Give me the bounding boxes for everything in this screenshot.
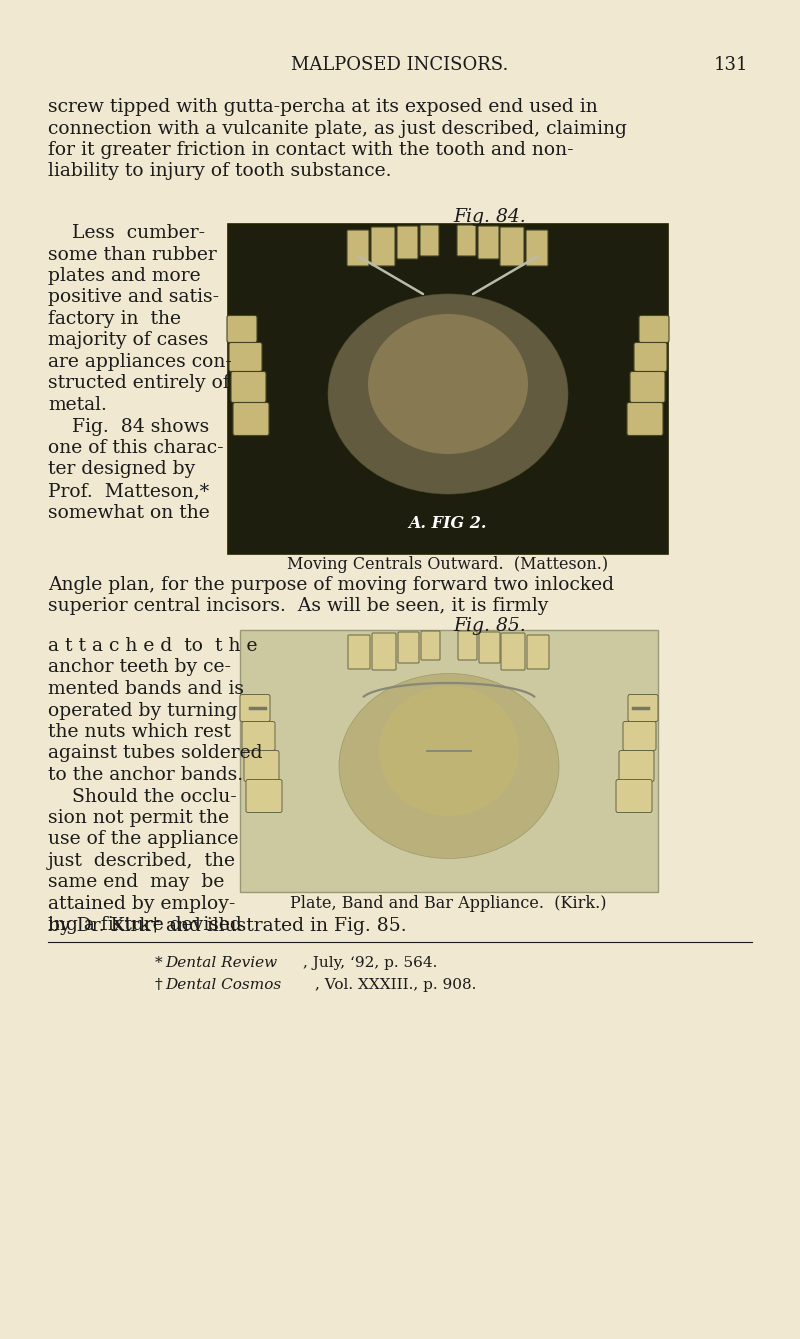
- Text: Should the occlu-: Should the occlu-: [48, 787, 237, 806]
- Text: screw tipped with gutta-percha at its exposed end used in: screw tipped with gutta-percha at its ex…: [48, 98, 598, 116]
- FancyBboxPatch shape: [371, 228, 395, 266]
- Text: the nuts which rest: the nuts which rest: [48, 723, 231, 740]
- FancyBboxPatch shape: [639, 316, 669, 343]
- Text: attained by employ-: attained by employ-: [48, 894, 235, 913]
- Text: Fig.  84 shows: Fig. 84 shows: [48, 418, 210, 435]
- Text: anchor teeth by ce-: anchor teeth by ce-: [48, 659, 231, 676]
- Text: †: †: [155, 977, 162, 992]
- Text: superior central incisors.  As will be seen, it is firmly: superior central incisors. As will be se…: [48, 597, 548, 616]
- Text: use of the appliance: use of the appliance: [48, 830, 238, 849]
- Text: Angle plan, for the purpose of moving forward two inlocked: Angle plan, for the purpose of moving fo…: [48, 576, 614, 595]
- Text: to the anchor bands.: to the anchor bands.: [48, 766, 243, 785]
- Text: Dental Review: Dental Review: [165, 956, 277, 969]
- Text: A. FIG 2.: A. FIG 2.: [409, 516, 487, 532]
- Text: liability to injury of tooth substance.: liability to injury of tooth substance.: [48, 162, 391, 181]
- FancyBboxPatch shape: [457, 225, 476, 256]
- FancyBboxPatch shape: [500, 228, 524, 266]
- FancyBboxPatch shape: [623, 722, 656, 750]
- Text: Fig. 84.: Fig. 84.: [454, 208, 526, 226]
- Text: metal.: metal.: [48, 396, 107, 414]
- Text: against tubes soldered: against tubes soldered: [48, 744, 262, 762]
- FancyBboxPatch shape: [240, 695, 270, 722]
- Text: factory in  the: factory in the: [48, 311, 181, 328]
- Text: , Vol. XXXIII., p. 908.: , Vol. XXXIII., p. 908.: [315, 977, 476, 992]
- Text: mented bands and is: mented bands and is: [48, 680, 244, 698]
- FancyBboxPatch shape: [628, 695, 658, 722]
- Text: are appliances con-: are appliances con-: [48, 353, 232, 371]
- Text: sion not permit the: sion not permit the: [48, 809, 229, 828]
- Text: just  described,  the: just described, the: [48, 852, 236, 870]
- FancyBboxPatch shape: [479, 632, 500, 663]
- FancyBboxPatch shape: [526, 230, 548, 266]
- Text: ter designed by: ter designed by: [48, 461, 195, 478]
- Text: Dental Cosmos: Dental Cosmos: [165, 977, 282, 992]
- Text: connection with a vulcanite plate, as just described, claiming: connection with a vulcanite plate, as ju…: [48, 119, 627, 138]
- Text: same end  may  be: same end may be: [48, 873, 224, 892]
- FancyBboxPatch shape: [227, 316, 257, 343]
- FancyBboxPatch shape: [527, 635, 549, 670]
- Text: plates and more: plates and more: [48, 266, 201, 285]
- FancyBboxPatch shape: [619, 750, 654, 782]
- Text: ing a fixture devised: ing a fixture devised: [48, 916, 242, 935]
- Text: for it greater friction in contact with the tooth and non-: for it greater friction in contact with …: [48, 141, 574, 159]
- Text: Prof.  Matteson,*: Prof. Matteson,*: [48, 482, 209, 499]
- Text: some than rubber: some than rubber: [48, 245, 217, 264]
- Text: by Dr. Kirk† and illustrated in Fig. 85.: by Dr. Kirk† and illustrated in Fig. 85.: [48, 917, 406, 935]
- Text: operated by turning: operated by turning: [48, 702, 238, 719]
- FancyBboxPatch shape: [397, 226, 418, 258]
- Text: majority of cases: majority of cases: [48, 332, 208, 349]
- FancyBboxPatch shape: [229, 343, 262, 371]
- FancyBboxPatch shape: [501, 633, 525, 670]
- FancyBboxPatch shape: [242, 722, 275, 750]
- Text: positive and satis-: positive and satis-: [48, 288, 219, 307]
- Text: Plate, Band and Bar Appliance.  (Kirk.): Plate, Band and Bar Appliance. (Kirk.): [290, 894, 606, 912]
- FancyBboxPatch shape: [616, 779, 652, 813]
- FancyBboxPatch shape: [627, 403, 663, 435]
- FancyBboxPatch shape: [478, 226, 499, 258]
- Text: Less  cumber-: Less cumber-: [48, 224, 205, 242]
- FancyBboxPatch shape: [634, 343, 667, 371]
- FancyBboxPatch shape: [458, 631, 477, 660]
- FancyBboxPatch shape: [233, 403, 269, 435]
- Text: structed entirely of: structed entirely of: [48, 375, 230, 392]
- Text: Moving Centrals Outward.  (Matteson.): Moving Centrals Outward. (Matteson.): [287, 556, 609, 573]
- FancyBboxPatch shape: [231, 371, 266, 403]
- FancyBboxPatch shape: [348, 635, 370, 670]
- Ellipse shape: [379, 686, 519, 815]
- FancyBboxPatch shape: [372, 633, 396, 670]
- Ellipse shape: [339, 674, 559, 858]
- Text: Fig. 85.: Fig. 85.: [454, 617, 526, 635]
- FancyBboxPatch shape: [398, 632, 419, 663]
- FancyBboxPatch shape: [246, 779, 282, 813]
- Text: one of this charac-: one of this charac-: [48, 439, 224, 457]
- Ellipse shape: [328, 295, 568, 494]
- FancyBboxPatch shape: [421, 631, 440, 660]
- FancyBboxPatch shape: [630, 371, 665, 403]
- Text: MALPOSED INCISORS.: MALPOSED INCISORS.: [291, 56, 509, 74]
- Text: a t t a c h e d  to  t h e: a t t a c h e d to t h e: [48, 637, 258, 655]
- Bar: [228, 224, 668, 554]
- FancyBboxPatch shape: [347, 230, 369, 266]
- FancyBboxPatch shape: [244, 750, 279, 782]
- FancyBboxPatch shape: [420, 225, 439, 256]
- Text: somewhat on the: somewhat on the: [48, 503, 210, 521]
- Text: , July, ‘92, p. 564.: , July, ‘92, p. 564.: [303, 956, 438, 969]
- Bar: [240, 631, 658, 892]
- Ellipse shape: [368, 315, 528, 454]
- Text: *: *: [155, 956, 162, 969]
- Text: 131: 131: [714, 56, 748, 74]
